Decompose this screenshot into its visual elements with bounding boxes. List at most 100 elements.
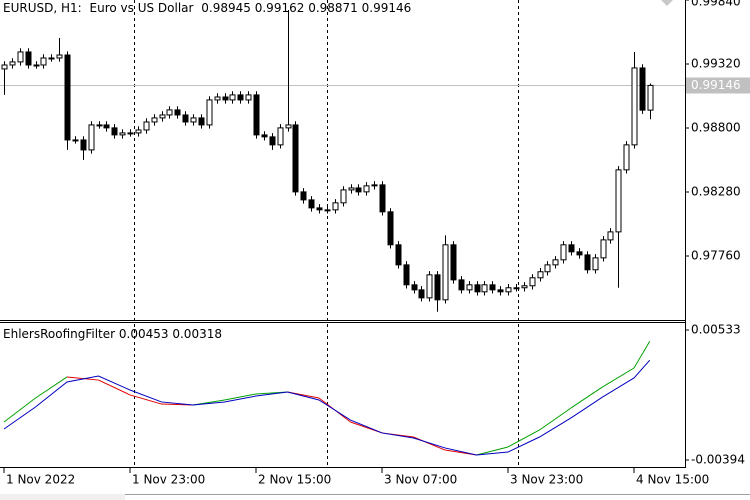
x-tick-label: 3 Nov 07:00 bbox=[384, 473, 457, 487]
indicator-line-segment bbox=[129, 394, 162, 405]
y-tick-label: 0.00533 bbox=[691, 322, 741, 336]
candle-body bbox=[631, 67, 638, 146]
candle-body bbox=[182, 114, 189, 123]
candle-body bbox=[513, 287, 520, 290]
indicator-line-segment bbox=[98, 379, 131, 396]
candle-body bbox=[253, 94, 260, 136]
candle-body bbox=[261, 134, 268, 138]
candle-body bbox=[324, 209, 331, 212]
scroll-marker[interactable] bbox=[661, 0, 673, 6]
last-high: 0.99162 bbox=[255, 1, 305, 15]
x-tick-label: 1 Nov 23:00 bbox=[132, 473, 205, 487]
indicator-line-segment bbox=[507, 429, 540, 448]
last-low: 0.98871 bbox=[308, 1, 358, 15]
candle-body bbox=[316, 207, 323, 211]
candle-body bbox=[505, 287, 512, 293]
candle-body bbox=[474, 284, 481, 293]
candle-body bbox=[229, 94, 236, 101]
candle-body bbox=[592, 257, 599, 271]
panes: 0.99840 0.99320 0.98800 0.98280 0.97760 1 Nov… bbox=[0, 0, 750, 487]
candle-body bbox=[371, 184, 378, 187]
candle-body bbox=[348, 187, 355, 191]
candle-body bbox=[245, 94, 252, 101]
scrollbar-track[interactable] bbox=[0, 494, 125, 500]
candle-body bbox=[174, 109, 181, 116]
candle-body bbox=[639, 67, 646, 111]
candle-body bbox=[576, 251, 583, 256]
indicator-title: EhlersRoofingFilter bbox=[3, 327, 115, 341]
candle-body bbox=[88, 124, 95, 151]
candle-body bbox=[426, 274, 433, 299]
candle-body bbox=[151, 117, 158, 123]
indicator-line bbox=[3, 359, 651, 456]
candle-body bbox=[387, 211, 394, 246]
candle-body bbox=[529, 277, 536, 287]
candle-body bbox=[300, 191, 307, 201]
symbol: EURUSD, H1: bbox=[3, 1, 82, 15]
candle-body bbox=[363, 185, 370, 193]
candle-body bbox=[1, 64, 8, 70]
candle-body bbox=[481, 284, 488, 293]
candle-body bbox=[552, 259, 559, 266]
candle-body bbox=[584, 254, 591, 271]
candle-body bbox=[615, 169, 622, 233]
indicator-line-segment bbox=[633, 340, 651, 369]
description: Euro vs US Dollar bbox=[90, 1, 194, 15]
x-tick-label: 1 Nov 2022 bbox=[6, 473, 75, 487]
indicator-line-segment bbox=[476, 446, 509, 456]
candle-body bbox=[25, 51, 32, 66]
candle-body bbox=[647, 84, 654, 111]
candle-body bbox=[40, 57, 47, 66]
candle-body bbox=[403, 264, 410, 286]
y-tick-label: 0.98280 bbox=[691, 185, 741, 199]
chart-header: EURUSD, H1: Euro vs US Dollar 0.98945 0.… bbox=[3, 1, 411, 15]
candle-body bbox=[190, 117, 197, 123]
y-tick-label: -0.00394 bbox=[691, 453, 745, 467]
candle-body bbox=[143, 121, 150, 131]
candle-body bbox=[9, 61, 16, 66]
price-label-box bbox=[686, 77, 750, 94]
candle-body bbox=[600, 239, 607, 259]
y-tick-label: 0.99840 bbox=[691, 0, 741, 9]
candle-body bbox=[33, 64, 40, 67]
candle-body bbox=[521, 285, 528, 289]
candle-body bbox=[127, 132, 134, 135]
candle-body bbox=[623, 144, 630, 171]
candle-body bbox=[285, 124, 292, 129]
candle-body bbox=[135, 129, 142, 134]
candle-body bbox=[379, 184, 386, 213]
candle-body bbox=[340, 189, 347, 204]
candle-body bbox=[111, 127, 118, 136]
last-open: 0.98945 bbox=[201, 1, 251, 15]
indicator-value: 0.00318 bbox=[172, 327, 222, 341]
x-tick-label: 2 Nov 15:00 bbox=[258, 473, 331, 487]
candle-body bbox=[489, 284, 496, 291]
candle-body bbox=[119, 132, 126, 136]
candle-body bbox=[103, 124, 110, 129]
candle-body bbox=[466, 284, 473, 291]
candle-body bbox=[544, 264, 551, 273]
candle-body bbox=[206, 99, 213, 126]
candle-body bbox=[332, 202, 339, 211]
indicator-line-segment bbox=[570, 386, 603, 409]
candle-body bbox=[568, 244, 575, 253]
candle-body bbox=[96, 124, 103, 127]
candle-body bbox=[308, 199, 315, 209]
indicator-line-segment bbox=[602, 367, 635, 388]
last-close: 0.99146 bbox=[362, 1, 412, 15]
indicator-value: 0.00453 bbox=[119, 327, 169, 341]
candle-body bbox=[72, 139, 79, 142]
candle-body bbox=[395, 244, 402, 266]
indicator-header: EhlersRoofingFilter 0.00453 0.00318 bbox=[3, 327, 222, 341]
candle-body bbox=[292, 124, 299, 193]
candle-body bbox=[434, 274, 441, 301]
candle-body bbox=[56, 54, 63, 59]
candle-body bbox=[458, 279, 465, 291]
candle-body bbox=[277, 127, 284, 146]
candle-body bbox=[411, 284, 418, 291]
candle-body bbox=[497, 289, 504, 293]
candle-body bbox=[222, 96, 229, 101]
candle-body bbox=[166, 109, 173, 116]
price-label: 0.99146 bbox=[691, 78, 741, 92]
